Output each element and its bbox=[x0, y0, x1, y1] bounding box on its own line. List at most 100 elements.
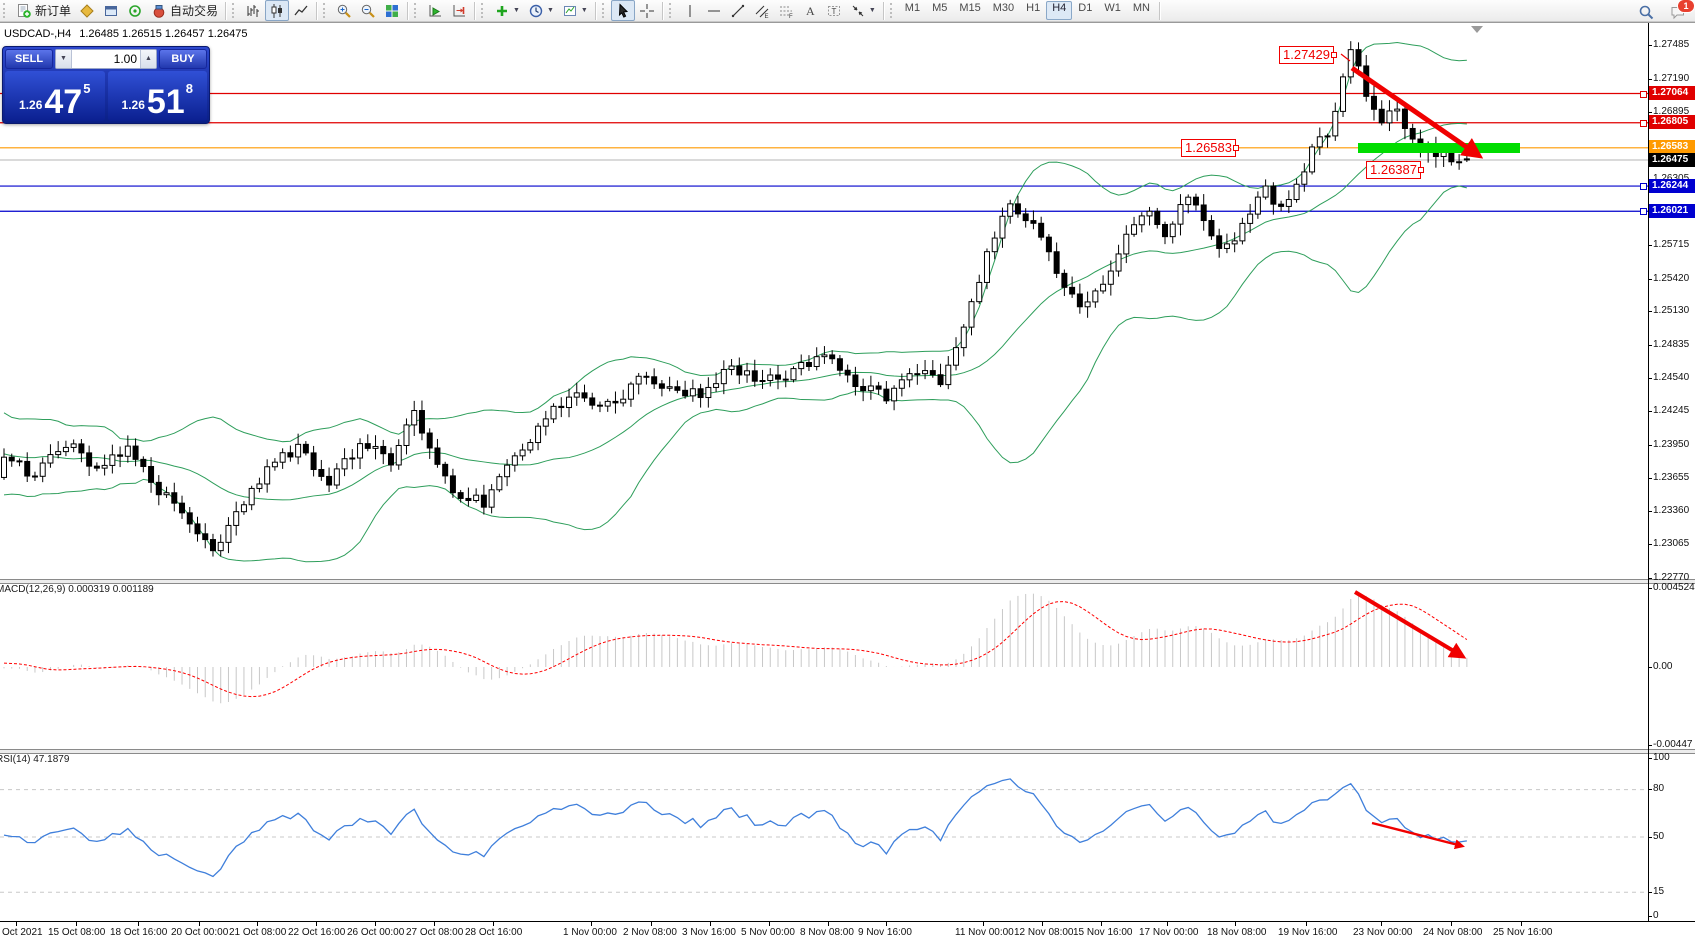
price-line-anchor bbox=[1640, 208, 1647, 215]
price-tick-label: 1.26895 bbox=[1653, 106, 1690, 117]
toolbar-grip bbox=[414, 3, 419, 18]
toolbar-grip bbox=[481, 3, 486, 18]
price-tick-label: 1.26305 bbox=[1653, 173, 1689, 184]
notifications-button[interactable]: 1 bbox=[1666, 0, 1695, 22]
price-tick-label: 1.25715 bbox=[1653, 239, 1690, 250]
arrows-button-dropdown-caret[interactable]: ▼ bbox=[868, 7, 876, 14]
price-annotation-label[interactable]: 1.26387 bbox=[1366, 161, 1424, 179]
rsi-tick-mark bbox=[1648, 789, 1652, 790]
price-tick-label: 1.27190 bbox=[1653, 73, 1690, 84]
price-tick-mark bbox=[1648, 112, 1652, 113]
macd-tick-mark bbox=[1648, 667, 1652, 668]
bar-chart-button[interactable] bbox=[241, 0, 265, 21]
time-tick-mark bbox=[591, 922, 592, 926]
rsi-tick-mark bbox=[1648, 837, 1652, 838]
zoom-out-button[interactable] bbox=[356, 0, 380, 21]
timeframe-m5-button[interactable]: M5 bbox=[932, 2, 948, 14]
volume-decrease-button[interactable]: ▼ bbox=[56, 50, 72, 68]
ohlc-values: 1.26485 1.26515 1.26457 1.26475 bbox=[79, 28, 248, 40]
time-label: 20 Oct 00:00 bbox=[171, 927, 229, 938]
volume-increase-button[interactable]: ▲ bbox=[140, 50, 156, 68]
timeframe-mn-button[interactable]: MN bbox=[1132, 2, 1150, 14]
timeframe-w1-button[interactable]: W1 bbox=[1104, 2, 1121, 14]
timeframe-d1-button[interactable]: D1 bbox=[1078, 2, 1093, 14]
buy-price-prefix: 1.26 bbox=[121, 98, 145, 112]
horizontal-line-button[interactable] bbox=[702, 0, 726, 21]
volume-input[interactable] bbox=[72, 50, 140, 68]
line-chart-button[interactable] bbox=[289, 0, 313, 21]
price-trend-arrow bbox=[1350, 65, 1484, 159]
price-tick-mark bbox=[1648, 478, 1652, 479]
cursor-button[interactable] bbox=[610, 0, 635, 21]
indicators-button-dropdown-caret[interactable]: ▼ bbox=[513, 7, 520, 14]
price-tick-label: 1.25130 bbox=[1653, 305, 1690, 316]
templates-button[interactable]: ▼ bbox=[558, 0, 592, 21]
bollinger-bands-layer bbox=[3, 41, 1467, 563]
time-tick-mark bbox=[983, 922, 984, 926]
price-tick-mark bbox=[1648, 79, 1652, 80]
arrows-button[interactable]: ▼ bbox=[846, 0, 880, 21]
time-label: 26 Oct 00:00 bbox=[347, 927, 405, 938]
time-label: 27 Oct 08:00 bbox=[406, 927, 464, 938]
chart-canvas[interactable] bbox=[0, 23, 1695, 939]
price-tick-label: 1.24835 bbox=[1653, 339, 1690, 350]
timeframe-m1-button[interactable]: M1 bbox=[904, 2, 921, 14]
trendline-button[interactable] bbox=[726, 0, 750, 21]
templates-button-dropdown-caret[interactable]: ▼ bbox=[580, 7, 588, 14]
toolbar-right: 1 bbox=[1634, 0, 1695, 22]
sell-price-prefix: 1.26 bbox=[19, 98, 43, 112]
time-tick-mark bbox=[257, 922, 258, 926]
chart-shift-button[interactable] bbox=[447, 0, 471, 21]
timeframe-m30-button[interactable]: M30 bbox=[992, 2, 1015, 14]
zoom-in-button[interactable] bbox=[332, 0, 356, 21]
timeframe-h1-button[interactable]: H1 bbox=[1026, 2, 1041, 14]
price-tick-mark bbox=[1648, 445, 1652, 446]
new-order-button[interactable]: 新订单 bbox=[12, 0, 75, 21]
macd-pane-resizer[interactable] bbox=[0, 579, 1695, 584]
svg-text:A: A bbox=[806, 4, 815, 18]
trendline-icon bbox=[730, 3, 746, 19]
time-label: 19 Nov 16:00 bbox=[1278, 927, 1338, 938]
zoom-out-icon bbox=[360, 3, 376, 19]
chart-annotations-layer[interactable] bbox=[1340, 53, 1520, 850]
signals-button[interactable] bbox=[123, 0, 147, 21]
vertical-line-button[interactable] bbox=[678, 0, 702, 21]
price-tick-mark bbox=[1648, 345, 1652, 346]
time-tick-mark bbox=[493, 922, 494, 926]
timeframe-h4-button[interactable]: H4 bbox=[1046, 1, 1073, 20]
timeframe-m15-button[interactable]: M15 bbox=[959, 2, 981, 14]
auto-scroll-button[interactable] bbox=[423, 0, 447, 21]
price-line-badge: 1.26583 bbox=[1649, 140, 1695, 154]
chart-window: USDCAD-,H4 1.26485 1.26515 1.26457 1.2647… bbox=[0, 22, 1695, 939]
price-annotation-label[interactable]: 1.26583 bbox=[1181, 139, 1239, 157]
time-tick-mark bbox=[1167, 922, 1168, 926]
price-annotation-label[interactable]: 1.27429 bbox=[1279, 46, 1337, 64]
rsi-pane-resizer[interactable] bbox=[0, 749, 1695, 754]
time-tick-mark bbox=[651, 922, 652, 926]
buy-price-display[interactable]: 1.26 51 8 bbox=[107, 71, 207, 121]
text-label-button[interactable]: T bbox=[822, 0, 846, 21]
sell-price-display[interactable]: 1.26 47 5 bbox=[5, 71, 105, 121]
market-watch-button[interactable] bbox=[99, 0, 123, 21]
autotrading-button[interactable]: 自动交易 bbox=[147, 0, 222, 21]
price-tick-mark bbox=[1648, 511, 1652, 512]
search-button[interactable] bbox=[1634, 1, 1658, 22]
sell-price-pip: 5 bbox=[83, 81, 91, 96]
profiles-button[interactable] bbox=[75, 0, 99, 21]
time-label: 21 Oct 08:00 bbox=[229, 927, 287, 938]
chart-scroll-marker[interactable] bbox=[1471, 26, 1483, 33]
buy-button[interactable]: BUY bbox=[159, 49, 207, 69]
rsi-tick-mark bbox=[1648, 892, 1652, 893]
fibonacci-button[interactable]: F bbox=[774, 0, 798, 21]
candlestick-icon bbox=[269, 3, 285, 19]
indicators-button[interactable]: ▼ bbox=[490, 0, 524, 21]
equidistant-channel-button[interactable]: E bbox=[750, 0, 774, 21]
candlestick-button[interactable] bbox=[265, 0, 290, 21]
text-button[interactable]: A bbox=[798, 0, 822, 21]
sell-button[interactable]: SELL bbox=[5, 49, 53, 69]
macd-tick-label: -0.00447 bbox=[1653, 739, 1693, 750]
periods-button[interactable]: ▼ bbox=[524, 0, 558, 21]
periods-button-dropdown-caret[interactable]: ▼ bbox=[546, 7, 554, 14]
tile-windows-button[interactable] bbox=[380, 0, 404, 21]
crosshair-button[interactable] bbox=[635, 0, 659, 21]
